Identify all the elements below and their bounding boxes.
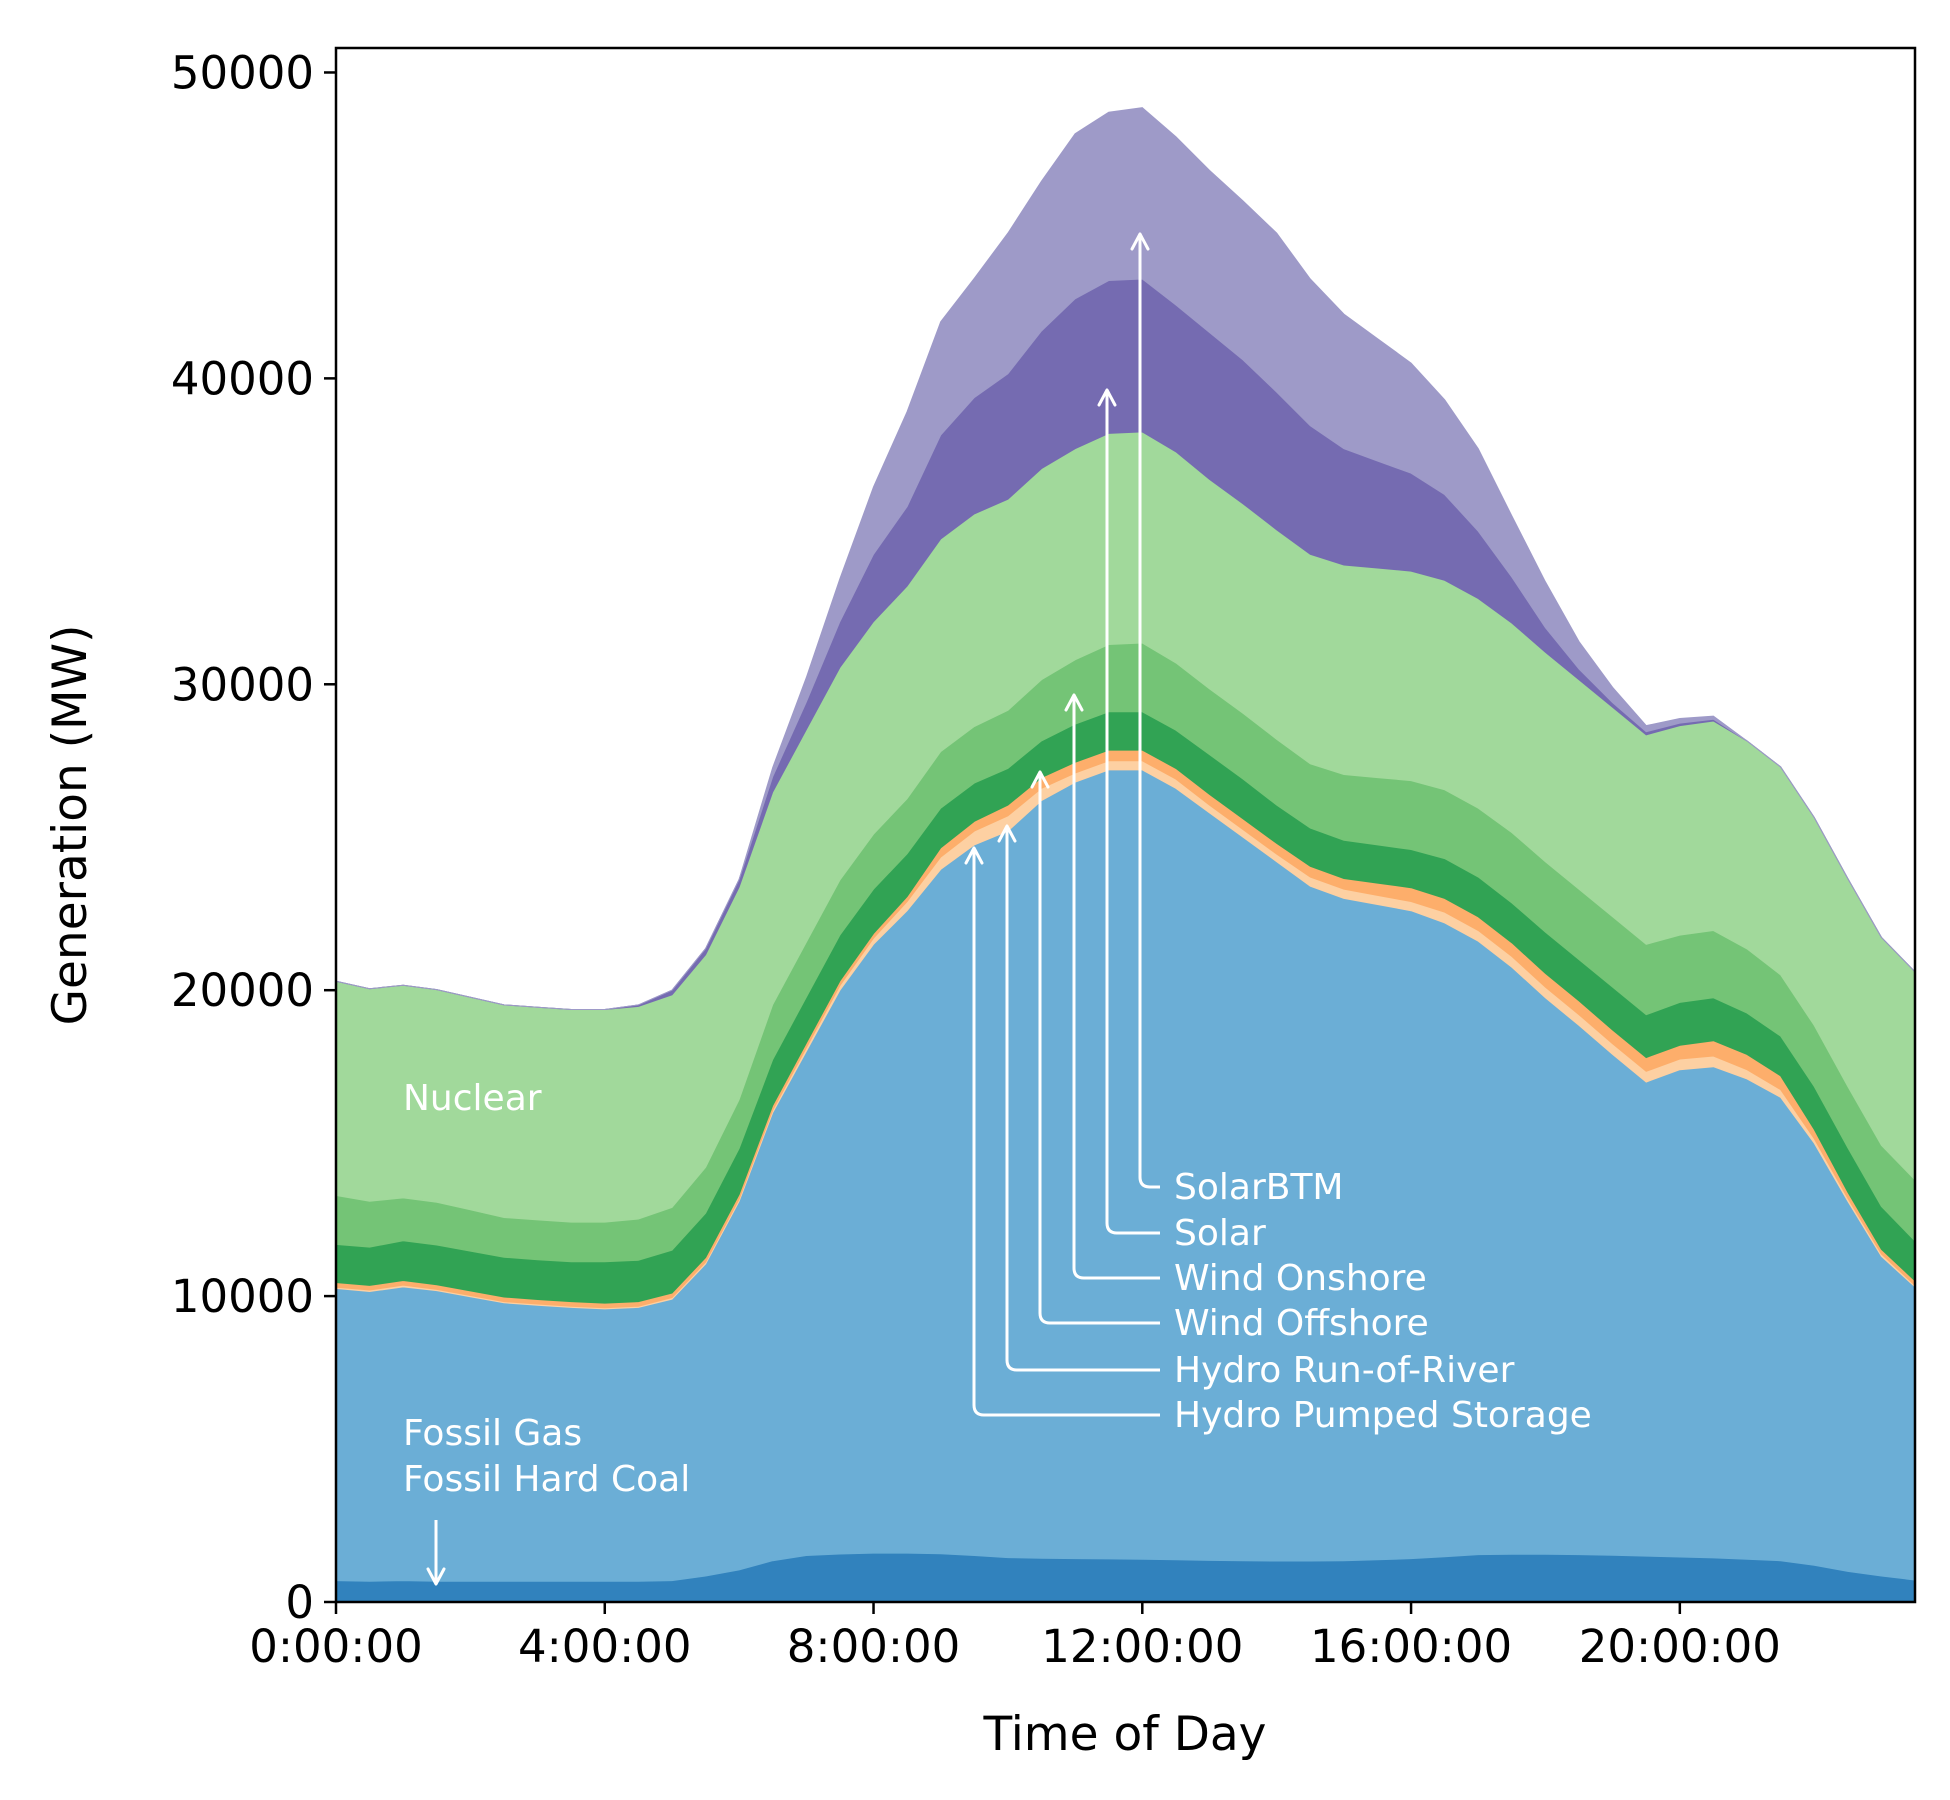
x-tick-label: 4:00:00	[518, 1620, 691, 1673]
area-layers	[335, 107, 1916, 1603]
annotation-arrowhead	[1030, 770, 1050, 789]
annotation-leader-hydro-run-of-river	[1005, 828, 1160, 1372]
y-tick-label: 10000	[171, 1270, 314, 1323]
y-tick-label: 0	[285, 1576, 314, 1629]
annotation-nuclear: Nuclear	[403, 1078, 542, 1119]
x-tick-label: 12:00:00	[1041, 1620, 1243, 1673]
x-tick-label: 16:00:00	[1310, 1620, 1512, 1673]
annotation-leader-solarbtm	[1138, 236, 1160, 1189]
annotation-leader-hydro-pumped-storage	[972, 850, 1160, 1417]
y-axis: 0 10000 20000 30000 40000 50000	[171, 46, 336, 1629]
annotation-solarbtm: SolarBTM	[1174, 1167, 1344, 1208]
annotation-arrowhead	[964, 846, 984, 865]
annotation-arrowhead	[426, 1567, 446, 1586]
y-tick-label: 20000	[171, 964, 314, 1017]
x-tick-label: 0:00:00	[249, 1620, 422, 1673]
y-tick-label: 30000	[171, 658, 314, 711]
annotations: Nuclear Fossil Gas Fossil Hard Coal SolarBT…	[403, 232, 1592, 1586]
annotation-fossil-gas: Fossil Gas	[403, 1413, 582, 1454]
x-axis-title: Time of Day	[982, 1707, 1266, 1762]
annotation-solar: Solar	[1174, 1213, 1266, 1254]
annotation-arrowhead	[1064, 693, 1084, 712]
annotation-leader-wind-offshore	[1038, 774, 1160, 1325]
annotation-arrowhead	[1097, 388, 1117, 407]
annotation-fossil-hard-coal: Fossil Hard Coal	[403, 1459, 690, 1500]
x-tick-label: 8:00:00	[787, 1620, 960, 1673]
annotation-arrowhead	[997, 824, 1017, 843]
annotation-leader-wind-onshore	[1072, 697, 1160, 1280]
y-axis-title: Generation (MW)	[43, 625, 98, 1026]
y-tick-label: 50000	[171, 46, 314, 99]
annotation-hydro-pumped-storage: Hydro Pumped Storage	[1174, 1395, 1592, 1436]
annotation-wind-offshore: Wind Offshore	[1174, 1303, 1429, 1344]
annotation-arrowhead	[1130, 232, 1150, 251]
x-tick-label: 20:00:00	[1579, 1620, 1781, 1673]
plot-frame	[334, 46, 1917, 1604]
annotation-hydro-run-of-river: Hydro Run-of-River	[1174, 1350, 1515, 1391]
y-tick-label: 40000	[171, 352, 314, 405]
annotation-wind-onshore: Wind Onshore	[1174, 1258, 1427, 1299]
annotation-leader-solar	[1105, 392, 1160, 1235]
x-axis: 0:00:00 4:00:00 8:00:00 12:00:00 16:00:00 20:…	[249, 1602, 1781, 1673]
